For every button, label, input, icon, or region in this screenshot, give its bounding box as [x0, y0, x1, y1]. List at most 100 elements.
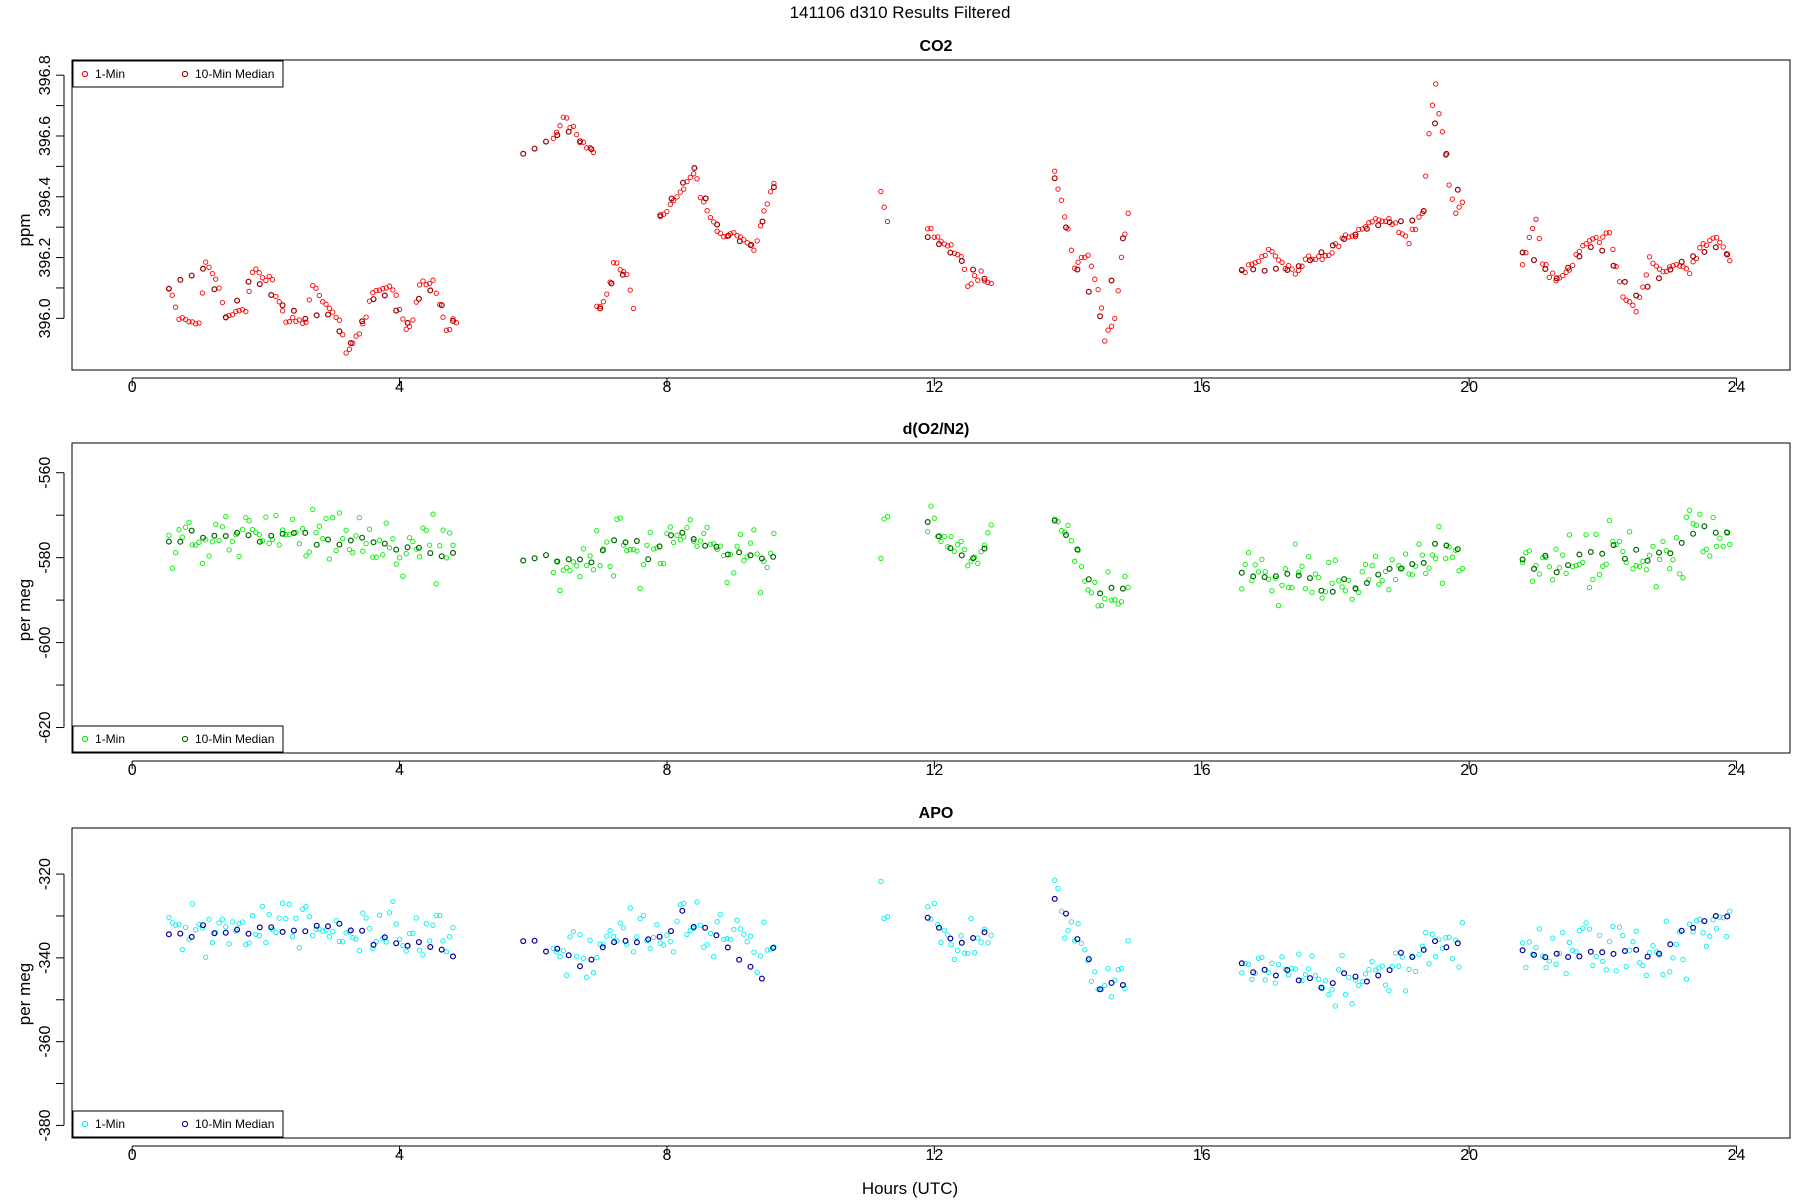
- data-point: [1082, 947, 1088, 953]
- data-point: [213, 276, 219, 282]
- data-point: [1326, 991, 1332, 998]
- data-point: [1459, 565, 1466, 572]
- data-point: [1650, 260, 1656, 267]
- data-point: [1074, 546, 1081, 553]
- data-point: [1616, 924, 1623, 930]
- data-point: [245, 278, 252, 285]
- data-point: [570, 123, 577, 130]
- data-point: [1610, 923, 1616, 930]
- data-point: [731, 229, 737, 236]
- data-point: [1710, 917, 1716, 923]
- data-point: [347, 340, 354, 347]
- data-point: [1062, 910, 1069, 917]
- data-point: [306, 914, 312, 920]
- data-point: [256, 281, 263, 288]
- data-point: [1409, 953, 1416, 960]
- data-point: [340, 332, 346, 338]
- data-point: [1051, 517, 1058, 524]
- data-point: [690, 923, 697, 930]
- data-point: [670, 949, 677, 955]
- data-point: [1596, 571, 1603, 578]
- data-point: [935, 924, 942, 931]
- data-point: [1680, 575, 1686, 581]
- data-point: [925, 904, 931, 910]
- data-point: [1306, 553, 1312, 560]
- data-point: [450, 542, 456, 548]
- data-point: [1596, 932, 1603, 938]
- data-point: [627, 905, 633, 911]
- data-point: [393, 292, 399, 298]
- data-point: [1269, 248, 1275, 255]
- data-point: [731, 926, 737, 933]
- data-point: [938, 939, 944, 946]
- data-point: [404, 544, 411, 551]
- data-point: [1379, 577, 1385, 584]
- data-point: [1553, 961, 1559, 967]
- data-point: [370, 941, 377, 948]
- data-point: [1115, 288, 1121, 294]
- data-point: [426, 280, 433, 287]
- data-point: [1700, 930, 1706, 936]
- data-point: [747, 552, 754, 559]
- data-point: [1593, 234, 1599, 241]
- data-point: [553, 129, 560, 135]
- data-point: [1386, 219, 1393, 226]
- data-point: [608, 280, 615, 287]
- data-point: [415, 544, 422, 551]
- x-tick-label: 20: [1460, 1147, 1478, 1164]
- data-point: [1449, 554, 1456, 560]
- data-point: [884, 514, 891, 520]
- data-point: [975, 277, 981, 283]
- data-point: [426, 542, 433, 548]
- data-point: [1074, 266, 1081, 273]
- data-point: [1285, 584, 1292, 591]
- data-point: [216, 285, 222, 291]
- data-point: [1097, 590, 1104, 597]
- data-point: [1583, 532, 1589, 538]
- data-point: [1446, 934, 1452, 940]
- data-point: [1724, 529, 1731, 536]
- data-point: [1397, 218, 1404, 225]
- data-point: [1420, 946, 1427, 953]
- data-point: [884, 914, 891, 920]
- data-point: [1530, 257, 1537, 264]
- data-point: [380, 552, 386, 558]
- data-point: [970, 266, 977, 273]
- data-point: [450, 953, 457, 960]
- data-point: [1680, 956, 1686, 963]
- data-point: [196, 320, 202, 326]
- y-tick-label: -360: [37, 1026, 54, 1058]
- data-point: [1397, 565, 1404, 572]
- data-point: [724, 551, 731, 558]
- data-point: [1068, 247, 1075, 253]
- data-point: [1062, 214, 1068, 220]
- data-point: [951, 956, 958, 963]
- data-point: [758, 555, 765, 562]
- data-point: [1431, 540, 1438, 547]
- data-point: [704, 941, 710, 948]
- legend: 1-Min 10-Min Median: [72, 60, 284, 88]
- data-point: [574, 131, 580, 138]
- data-point: [1677, 571, 1683, 577]
- x-tick-label: 16: [1193, 762, 1211, 779]
- data-point: [1660, 972, 1666, 978]
- data-point: [1329, 250, 1335, 256]
- data-point: [1097, 986, 1104, 993]
- data-point: [1366, 966, 1372, 973]
- data-point: [266, 273, 272, 279]
- data-point: [1690, 530, 1697, 537]
- data-point: [363, 314, 369, 320]
- data-point: [1723, 251, 1730, 257]
- data-point: [437, 912, 443, 919]
- data-point: [881, 204, 887, 210]
- plot-frame: [71, 59, 1791, 371]
- data-point: [620, 269, 627, 275]
- data-point: [1533, 216, 1539, 222]
- data-point: [400, 316, 406, 322]
- data-point: [1446, 182, 1452, 188]
- data-point: [531, 145, 538, 152]
- data-point: [306, 549, 312, 555]
- data-point: [1392, 576, 1399, 583]
- data-point: [1613, 263, 1619, 270]
- data-point: [1644, 557, 1651, 564]
